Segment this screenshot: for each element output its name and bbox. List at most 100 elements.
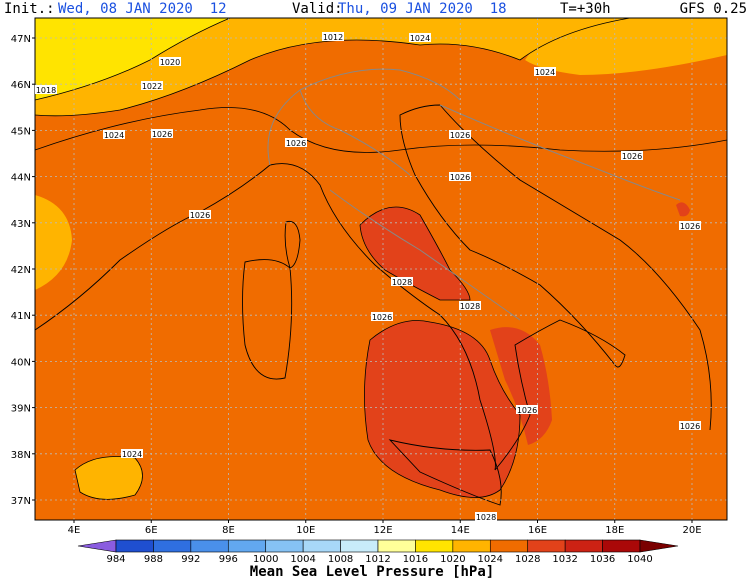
lat-label: 42N xyxy=(11,265,31,276)
colorbar-label: 1032 xyxy=(552,554,577,565)
lon-label: 10E xyxy=(296,525,315,536)
isobar-label: 1026 xyxy=(622,152,642,161)
lat-label: 41N xyxy=(11,311,31,322)
lat-label: 45N xyxy=(11,126,31,137)
colorbar-label: 1012 xyxy=(365,554,390,565)
isobar-label-box xyxy=(679,421,701,430)
colorbar-label: 1024 xyxy=(478,554,503,565)
isobar-label: 1026 xyxy=(450,131,470,140)
field-1020-1024 xyxy=(35,195,72,290)
isobar-label-box xyxy=(35,85,57,94)
colorbar-box xyxy=(115,539,154,553)
field-1020-1024 xyxy=(35,18,630,116)
isobars xyxy=(34,17,728,500)
field-1020-1024 xyxy=(525,18,727,75)
isobar-label: 1024 xyxy=(104,131,124,140)
isobar-label-box xyxy=(391,277,413,286)
isobar-label-box xyxy=(159,57,181,66)
isobar-label-box xyxy=(679,221,701,230)
colorbar-label: 1020 xyxy=(440,554,465,565)
isobar-label-box xyxy=(151,129,173,138)
colorbar-label: 1040 xyxy=(627,554,652,565)
isobar-label: 1026 xyxy=(450,173,470,182)
isobar-label-box xyxy=(475,512,497,521)
colorbar-label: 1016 xyxy=(403,554,428,565)
lon-label: 20E xyxy=(682,525,701,536)
isobar-label: 1028 xyxy=(460,302,480,311)
lat-label: 46N xyxy=(11,80,31,91)
isobar-label: 1026 xyxy=(517,406,537,415)
lat-label: 47N xyxy=(11,34,31,45)
lon-label: 4E xyxy=(68,525,81,536)
isobar-label-box xyxy=(121,449,143,458)
colorbar-label: 996 xyxy=(219,554,238,565)
lat-label: 39N xyxy=(11,404,31,415)
isobar-label-box xyxy=(371,312,393,321)
colorbar-label: 1004 xyxy=(290,554,315,565)
field-1016-1020 xyxy=(35,18,230,100)
lon-label: 12E xyxy=(373,525,392,536)
isobar-label: 1026 xyxy=(152,130,172,139)
colorbar-box xyxy=(489,539,529,553)
colorbar-box xyxy=(377,539,416,553)
isobar-label-box xyxy=(103,130,125,139)
isobar-label: 1022 xyxy=(142,82,162,91)
map-area: 1012 1024 1020 1024 1022 1018 1024 1026 1026 1026… xyxy=(34,17,728,522)
lon-label: 14E xyxy=(451,525,470,536)
colorbar-label: 992 xyxy=(181,554,200,565)
lon-label: 18E xyxy=(605,525,624,536)
isobar-label: 1028 xyxy=(476,513,496,522)
lat-label: 44N xyxy=(11,173,31,184)
isobar-label-box xyxy=(322,32,344,41)
isobar-label: 1012 xyxy=(323,33,343,42)
lon-label: 6E xyxy=(145,525,158,536)
lon-label: 16E xyxy=(528,525,547,536)
isobar-label: 1018 xyxy=(36,86,56,95)
colorbar-box xyxy=(340,539,379,553)
colorbar-label: 1036 xyxy=(590,554,615,565)
isobar-label: 1020 xyxy=(160,58,180,67)
isobar-label-box xyxy=(516,405,538,414)
isobar-label-box xyxy=(285,138,307,147)
colorbar-box xyxy=(452,539,491,553)
field-1028-1032 xyxy=(364,320,520,498)
colorbar-box xyxy=(265,539,304,553)
colorbar-label: 1000 xyxy=(253,554,278,565)
isobar-label-box xyxy=(534,67,556,76)
colorbar-box xyxy=(564,539,603,553)
isobar-label: 1026 xyxy=(680,222,700,231)
colorbar-arrow xyxy=(639,539,679,553)
lat-label: 38N xyxy=(11,450,31,461)
init-label: Init.: xyxy=(4,1,55,17)
isobar-label: 1026 xyxy=(680,422,700,431)
isobar-label-box xyxy=(189,210,211,219)
coastline xyxy=(34,104,712,506)
colorbar-box xyxy=(527,539,566,553)
valid-time: Thu, 09 JAN 2020 18 xyxy=(338,1,507,17)
colorbar-box xyxy=(415,539,454,553)
field-1020-1024 xyxy=(75,456,143,500)
isobar-label: 1024 xyxy=(410,34,430,43)
isobar-label: 1028 xyxy=(392,278,412,287)
isobar-label-box xyxy=(621,151,643,160)
colorbar-box xyxy=(190,539,229,553)
isobar-label-box xyxy=(459,301,481,310)
init-time: Wed, 08 JAN 2020 12 xyxy=(58,1,227,17)
isobar-label: 1026 xyxy=(286,139,306,148)
lat-label: 43N xyxy=(11,219,31,230)
valid-label: Valid: xyxy=(292,1,343,17)
field-1028-1032 xyxy=(676,202,690,217)
colorbar: 984 988 992 996 1000 1004 1008 1012 1016 1020 1024… xyxy=(77,539,679,565)
lat-label: 40N xyxy=(11,357,31,368)
isobar-label: 1026 xyxy=(372,313,392,322)
isobar-label: 1026 xyxy=(190,211,210,220)
isobar-label-box xyxy=(409,33,431,42)
colorbar-label: 984 xyxy=(106,554,125,565)
colorbar-label: 1008 xyxy=(328,554,353,565)
isobar-label-box xyxy=(141,81,163,90)
model-name: GFS 0.25 xyxy=(680,1,747,17)
lead-time: T=+30h xyxy=(560,1,611,17)
field-1028-1032 xyxy=(490,327,552,445)
colorbar-box xyxy=(602,539,641,553)
